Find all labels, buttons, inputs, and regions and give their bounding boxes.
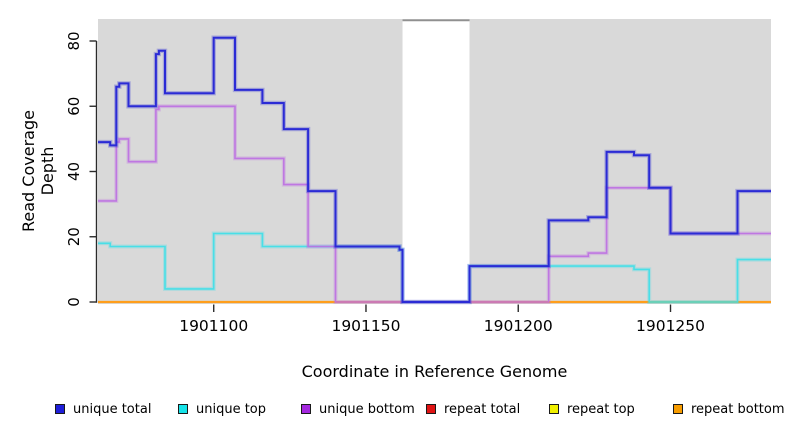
x-axis-tick-label: 1901200 — [484, 317, 553, 335]
y-axis-tick-label: 0 — [65, 297, 83, 307]
covered-region-right — [469, 19, 771, 304]
x-axis-tick-label: 1901100 — [179, 317, 248, 335]
series-line-unique-bottom — [98, 105, 771, 303]
legend-swatch-icon — [301, 404, 311, 414]
y-axis-tick-label: 40 — [65, 162, 83, 181]
y-axis-tick-label: 80 — [65, 31, 83, 50]
legend-item-unique-bottom: unique bottom — [301, 398, 415, 420]
legend-swatch-icon — [673, 404, 683, 414]
legend: unique total unique top unique bottom repea… — [0, 398, 792, 422]
y-axis-title: Read Coverage Depth — [19, 110, 57, 232]
y-axis-tick-label: 60 — [65, 97, 83, 116]
legend-item-repeat-total: repeat total — [426, 398, 520, 420]
y-axis-tick-label: 20 — [65, 227, 83, 246]
legend-label: repeat bottom — [691, 401, 785, 417]
legend-label: unique total — [73, 401, 152, 417]
legend-swatch-icon — [178, 404, 188, 414]
legend-label: repeat top — [567, 401, 635, 417]
legend-label: repeat total — [444, 401, 521, 417]
legend-swatch-icon — [549, 404, 559, 414]
legend-item-repeat-top: repeat top — [549, 398, 635, 420]
series-line-unique-total — [98, 36, 771, 303]
x-axis-tick-label: 1901150 — [331, 317, 400, 335]
legend-swatch-icon — [426, 404, 436, 414]
legend-label: unique top — [196, 401, 267, 417]
x-axis-title: Coordinate in Reference Genome — [301, 362, 568, 381]
legend-item-repeat-bottom: repeat bottom — [673, 398, 785, 420]
legend-item-unique-top: unique top — [178, 398, 266, 420]
legend-label: unique bottom — [319, 401, 415, 417]
legend-swatch-icon — [55, 404, 65, 414]
legend-item-unique-total: unique total — [55, 398, 151, 420]
x-axis-tick-label: 1901250 — [636, 317, 705, 335]
